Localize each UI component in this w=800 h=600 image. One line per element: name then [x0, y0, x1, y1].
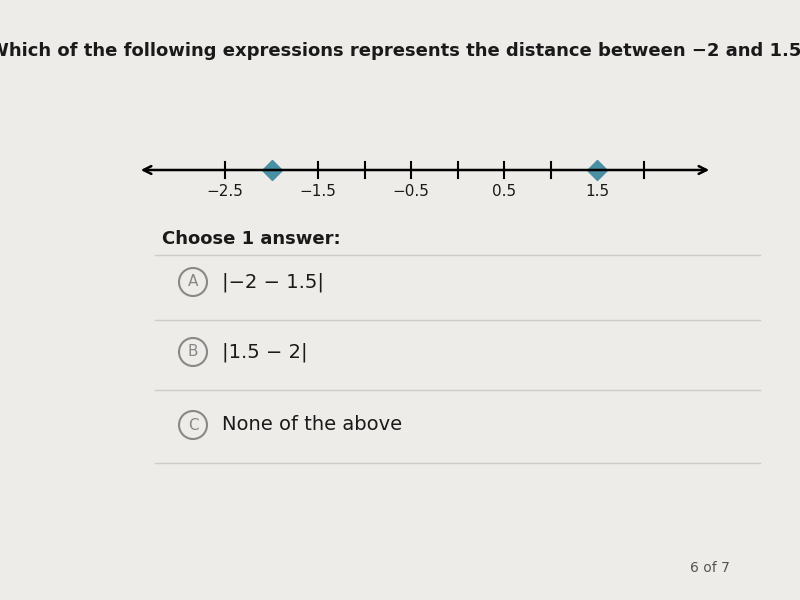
Text: None of the above: None of the above [222, 415, 402, 434]
Text: |−2 − 1.5|: |−2 − 1.5| [222, 272, 324, 292]
Text: B: B [188, 344, 198, 359]
Text: Which of the following expressions represents the distance between −2 and 1.5?: Which of the following expressions repre… [0, 42, 800, 60]
Text: −1.5: −1.5 [300, 184, 337, 199]
Text: 6 of 7: 6 of 7 [690, 561, 730, 575]
Text: 1.5: 1.5 [585, 184, 609, 199]
Text: Choose 1 answer:: Choose 1 answer: [162, 230, 341, 248]
Text: −0.5: −0.5 [393, 184, 430, 199]
Text: |1.5 − 2|: |1.5 − 2| [222, 342, 308, 362]
Text: 0.5: 0.5 [492, 184, 516, 199]
Text: C: C [188, 418, 198, 433]
Text: −2.5: −2.5 [206, 184, 243, 199]
Text: A: A [188, 275, 198, 289]
